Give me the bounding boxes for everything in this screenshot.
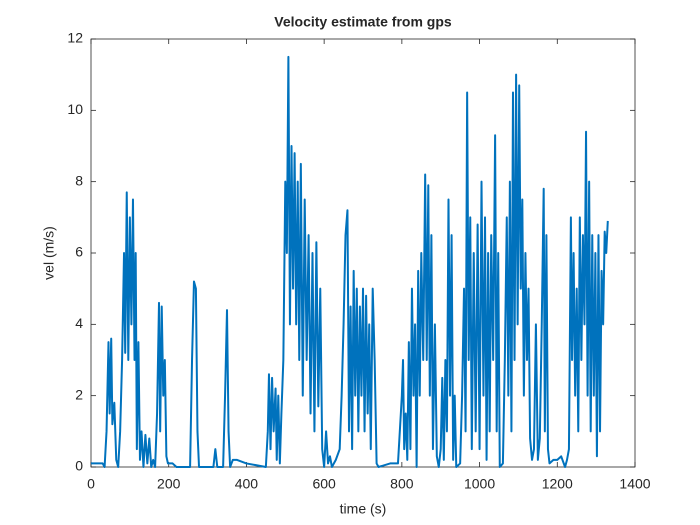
x-tick-label: 800 [390, 476, 414, 492]
y-tick-label: 12 [67, 30, 83, 46]
plot-area [90, 38, 636, 468]
x-tick-label: 600 [312, 476, 336, 492]
y-axis-label: vel (m/s) [41, 226, 57, 280]
y-tick-label: 4 [75, 315, 83, 331]
x-tick-label: 200 [157, 476, 181, 492]
x-tick-label: 0 [87, 476, 95, 492]
x-tick-label: 400 [235, 476, 259, 492]
x-tick-label: 1400 [619, 476, 650, 492]
y-tick-label: 6 [75, 244, 83, 260]
y-tick-label: 10 [67, 101, 83, 117]
y-tick-label: 8 [75, 172, 83, 188]
chart-title: Velocity estimate from gps [274, 14, 452, 30]
x-tick-label: 1200 [542, 476, 573, 492]
line-series [91, 55, 609, 468]
x-axis-label: time (s) [340, 501, 387, 517]
y-tick-label: 0 [75, 458, 83, 474]
x-tick-label: 1000 [464, 476, 495, 492]
y-tick-label: 2 [75, 386, 83, 402]
